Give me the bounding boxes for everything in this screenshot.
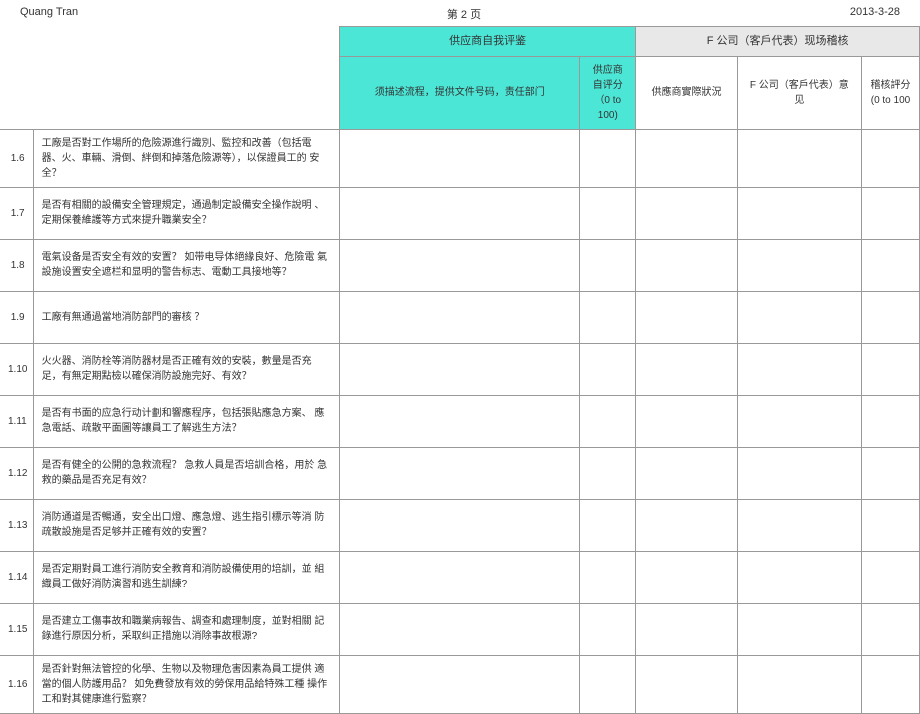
col-self-score: 供应商自评分（0 to 100) — [580, 56, 636, 129]
cell-self-score — [580, 239, 636, 291]
cell-audit-score — [861, 603, 919, 655]
cell-actual — [636, 603, 737, 655]
table-row: 1.12是否有健全的公開的急救流程？ 急救人員是否培訓合格，用於 急救的藥品是否… — [0, 447, 920, 499]
cell-opinion — [737, 499, 861, 551]
cell-actual — [636, 129, 737, 187]
cell-actual — [636, 655, 737, 713]
cell-actual — [636, 395, 737, 447]
cell-actual — [636, 551, 737, 603]
question-text: 是否建立工傷事故和職業病報告、調查和處理制度，並對相關 記錄進行原因分析，采取纠… — [33, 603, 339, 655]
cell-self-score — [580, 291, 636, 343]
cell-opinion — [737, 187, 861, 239]
row-number: 1.7 — [0, 187, 33, 239]
cell-self-score — [580, 603, 636, 655]
cell-audit-score — [861, 551, 919, 603]
cell-actual — [636, 447, 737, 499]
table-row: 1.8電氣设备是否安全有效的安置？ 如带电导体絕緣良好、危險電 氣設施设置安全遮… — [0, 239, 920, 291]
cell-self-score — [580, 447, 636, 499]
row-number: 1.11 — [0, 395, 33, 447]
cell-audit-score — [861, 239, 919, 291]
cell-process — [340, 343, 580, 395]
col-actual: 供應商實際狀況 — [636, 56, 737, 129]
cell-opinion — [737, 551, 861, 603]
question-text: 火火器、消防栓等消防器材是否正確有效的安裝，數量是否充 足，有無定期點檢以確保消… — [33, 343, 339, 395]
cell-self-score — [580, 395, 636, 447]
cell-process — [340, 551, 580, 603]
cell-opinion — [737, 343, 861, 395]
question-text: 是否針對無法管控的化學、生物以及物理危害因素為員工提供 適當的個人防護用品？ 如… — [33, 655, 339, 713]
question-text: 是否有相關的設備安全管理規定，通過制定設備安全操作說明 、定期保養維護等方式來提… — [33, 187, 339, 239]
row-number: 1.14 — [0, 551, 33, 603]
table-row: 1.11是否有书面的应急行动计劃和響應程序，包括張貼應急方案、 應急電話、疏散平… — [0, 395, 920, 447]
cell-audit-score — [861, 187, 919, 239]
question-text: 是否有书面的应急行动计劃和響應程序，包括張貼應急方案、 應急電話、疏散平面圖等讓… — [33, 395, 339, 447]
cell-opinion — [737, 603, 861, 655]
cell-opinion — [737, 291, 861, 343]
cell-self-score — [580, 655, 636, 713]
cell-audit-score — [861, 499, 919, 551]
row-number: 1.9 — [0, 291, 33, 343]
row-number: 1.10 — [0, 343, 33, 395]
col-group-onsite: F 公司（客戶代表）现场稽核 — [636, 27, 920, 57]
cell-opinion — [737, 129, 861, 187]
cell-process — [340, 129, 580, 187]
cell-process — [340, 499, 580, 551]
question-text: 是否定期對員工進行消防安全教育和消防設備使用的培訓，並 組織員工做好消防演習和逃… — [33, 551, 339, 603]
cell-self-score — [580, 343, 636, 395]
cell-process — [340, 291, 580, 343]
question-text: 工廠是否對工作場所的危險源進行識別、監控和改善（包括電 器、火、車輛、滑倒、絆倒… — [33, 129, 339, 187]
cell-process — [340, 395, 580, 447]
cell-audit-score — [861, 447, 919, 499]
cell-process — [340, 655, 580, 713]
cell-audit-score — [861, 655, 919, 713]
col-audit-score: 稽核評分 (0 to 100 — [861, 56, 919, 129]
cell-self-score — [580, 551, 636, 603]
table-row: 1.15是否建立工傷事故和職業病報告、調查和處理制度，並對相關 記錄進行原因分析… — [0, 603, 920, 655]
row-number: 1.13 — [0, 499, 33, 551]
cell-actual — [636, 499, 737, 551]
question-text: 工廠有無通過當地消防部門的審核 ？ — [33, 291, 339, 343]
row-number: 1.15 — [0, 603, 33, 655]
cell-actual — [636, 291, 737, 343]
question-text: 是否有健全的公開的急救流程？ 急救人員是否培訓合格，用於 急救的藥品是否充足有效… — [33, 447, 339, 499]
cell-audit-score — [861, 129, 919, 187]
cell-process — [340, 447, 580, 499]
question-text: 電氣设备是否安全有效的安置？ 如带电导体絕緣良好、危險電 氣設施设置安全遮栏和显… — [33, 239, 339, 291]
cell-audit-score — [861, 291, 919, 343]
table-row: 1.10火火器、消防栓等消防器材是否正確有效的安裝，數量是否充 足，有無定期點檢… — [0, 343, 920, 395]
col-process: 须描述流程，提供文件号码，责任部门 — [340, 56, 580, 129]
cell-process — [340, 239, 580, 291]
cell-process — [340, 603, 580, 655]
table-row: 1.6工廠是否對工作場所的危險源進行識別、監控和改善（包括電 器、火、車輛、滑倒… — [0, 129, 920, 187]
table-row: 1.9工廠有無通過當地消防部門的審核 ？ — [0, 291, 920, 343]
cell-self-score — [580, 187, 636, 239]
row-number: 1.8 — [0, 239, 33, 291]
row-number: 1.16 — [0, 655, 33, 713]
cell-self-score — [580, 129, 636, 187]
col-opinion: F 公司（客戶代表）意见 — [737, 56, 861, 129]
question-text: 消防通道是否暢通，安全出口燈、應急燈、逃生指引標示等消 防疏散設施是否足够并正確… — [33, 499, 339, 551]
cell-opinion — [737, 655, 861, 713]
table-row: 1.13消防通道是否暢通，安全出口燈、應急燈、逃生指引標示等消 防疏散設施是否足… — [0, 499, 920, 551]
row-number: 1.12 — [0, 447, 33, 499]
cell-actual — [636, 187, 737, 239]
row-number: 1.6 — [0, 129, 33, 187]
page-number: 第 2 页 — [447, 6, 481, 22]
cell-audit-score — [861, 343, 919, 395]
cell-audit-score — [861, 395, 919, 447]
table-row: 1.7是否有相關的設備安全管理規定，通過制定設備安全操作說明 、定期保養維護等方… — [0, 187, 920, 239]
cell-opinion — [737, 395, 861, 447]
cell-opinion — [737, 447, 861, 499]
author-name: Quang Tran — [20, 6, 78, 22]
cell-opinion — [737, 239, 861, 291]
col-group-self: 供应商自我评鉴 — [340, 27, 636, 57]
table-row: 1.14是否定期對員工進行消防安全教育和消防設備使用的培訓，並 組織員工做好消防… — [0, 551, 920, 603]
cell-self-score — [580, 499, 636, 551]
cell-actual — [636, 343, 737, 395]
page-date: 2013-3-28 — [850, 6, 900, 22]
table-row: 1.16是否針對無法管控的化學、生物以及物理危害因素為員工提供 適當的個人防護用… — [0, 655, 920, 713]
audit-table: 供应商自我评鉴 F 公司（客戶代表）现场稽核 须描述流程，提供文件号码，责任部门… — [0, 26, 920, 714]
cell-process — [340, 187, 580, 239]
cell-actual — [636, 239, 737, 291]
